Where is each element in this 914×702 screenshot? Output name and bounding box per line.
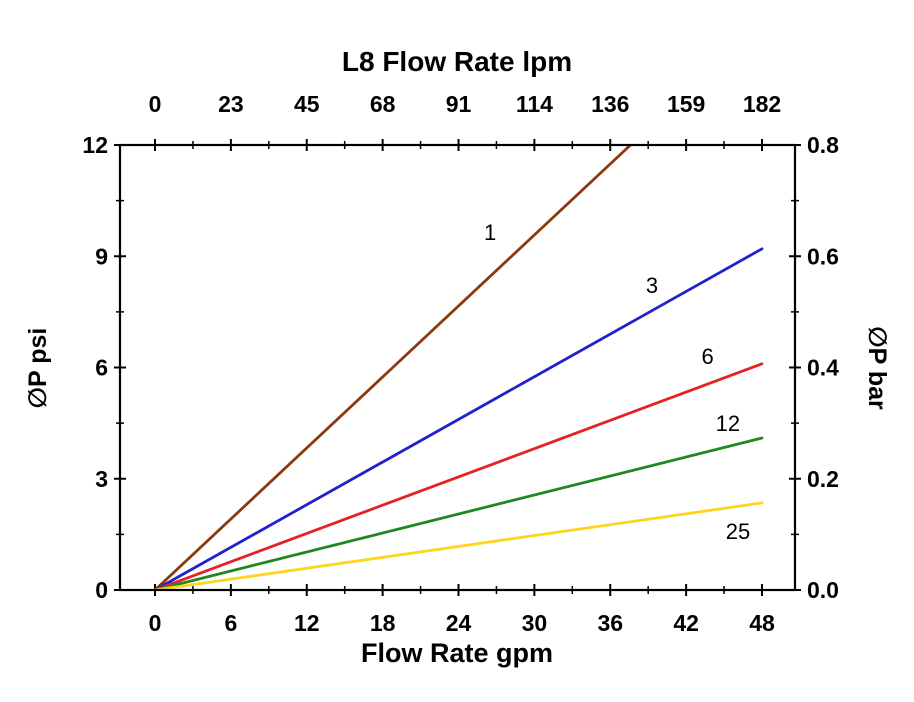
right-axis-tick-label: 0.2 (807, 466, 839, 492)
series-label-1: 1 (484, 220, 496, 245)
top-axis-tick-label: 91 (446, 91, 472, 117)
series-label-25: 25 (726, 519, 750, 544)
left-axis-tick-label: 9 (95, 243, 108, 269)
right-axis-tick-label: 0.8 (807, 132, 839, 158)
top-axis-tick-label: 68 (370, 91, 396, 117)
bottom-axis-tick-label: 36 (597, 610, 623, 636)
left-axis-title: ∅P psi (24, 327, 52, 409)
bottom-axis-tick-label: 24 (446, 610, 472, 636)
bottom-axis-tick-label: 0 (149, 610, 162, 636)
series-line-1 (153, 145, 632, 590)
series-label-3: 3 (646, 273, 658, 298)
left-axis-tick-label: 6 (95, 355, 108, 381)
left-axis-tick-label: 0 (95, 577, 108, 603)
top-axis-tick-label: 45 (294, 91, 320, 117)
right-axis-tick-label: 0.6 (807, 243, 839, 269)
bottom-axis-tick-label: 42 (673, 610, 699, 636)
series-line-25 (153, 501, 764, 590)
bottom-axis-tick-label: 30 (522, 610, 548, 636)
series-line-3 (153, 247, 764, 590)
bottom-axis-tick-label: 12 (294, 610, 320, 636)
top-axis-tick-label: 0 (149, 91, 162, 117)
plot-border (118, 143, 797, 592)
top-axis-tick-label: 182 (743, 91, 781, 117)
right-axis-tick-label: 0.4 (807, 355, 839, 381)
left-axis-tick-label: 3 (95, 466, 108, 492)
top-axis-title: L8 Flow Rate lpm (341, 46, 573, 77)
bottom-axis-title: Flow Rate gpm (360, 638, 553, 668)
top-axis-tick-label: 114 (516, 91, 553, 117)
series-label-6: 6 (701, 344, 713, 369)
bottom-axis-tick-label: 48 (749, 610, 775, 636)
left-axis-tick-label: 12 (82, 132, 108, 158)
top-axis-tick-label: 159 (667, 91, 705, 117)
series-line-12 (153, 436, 764, 590)
bottom-axis-tick-label: 18 (370, 610, 396, 636)
top-axis-tick-label: 136 (591, 91, 629, 117)
series-line-6 (153, 362, 764, 590)
right-axis-title: ∅P bar (863, 326, 891, 410)
bottom-axis-tick-label: 6 (224, 610, 237, 636)
top-axis-tick-label: 23 (218, 91, 244, 117)
right-axis-tick-label: 0.0 (807, 577, 839, 603)
series-label-12: 12 (716, 411, 740, 436)
